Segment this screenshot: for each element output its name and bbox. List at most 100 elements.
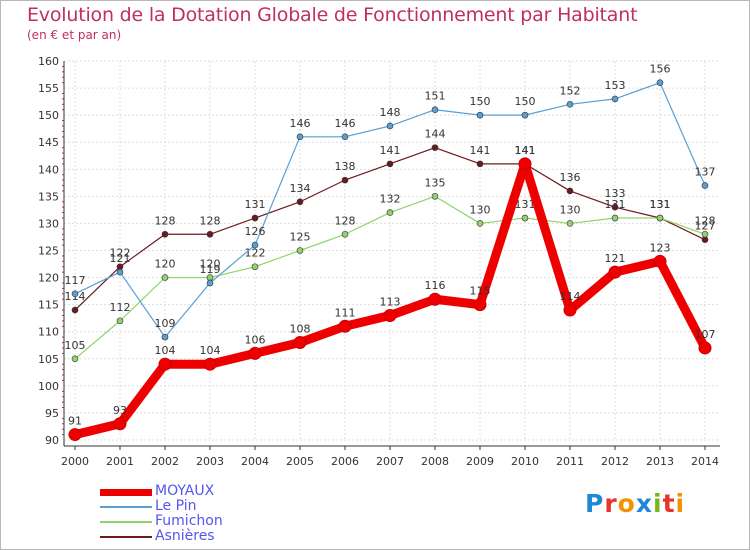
data-point-moyaux xyxy=(653,254,667,268)
data-point-le-pin xyxy=(386,122,394,130)
x-tick-label: 2011 xyxy=(556,455,584,468)
data-point-le-pin xyxy=(251,241,259,249)
y-minor-tick xyxy=(62,65,64,67)
data-label-le-pin: 146 xyxy=(290,117,311,130)
data-point-asnieres xyxy=(611,203,619,211)
y-minor-tick xyxy=(62,239,64,241)
data-point-moyaux xyxy=(428,292,442,306)
data-point-moyaux xyxy=(473,298,487,312)
data-point-moyaux xyxy=(203,357,217,371)
data-label-fumichon: 135 xyxy=(425,176,446,189)
y-minor-tick xyxy=(62,369,64,371)
y-minor-tick xyxy=(62,379,64,381)
data-point-asnieres xyxy=(341,176,349,184)
y-minor-tick xyxy=(62,185,64,187)
data-label-asnieres: 138 xyxy=(335,160,356,173)
data-label-asnieres: 144 xyxy=(425,128,446,141)
data-label-fumichon: 132 xyxy=(380,193,401,206)
y-minor-tick xyxy=(62,255,64,257)
y-minor-tick xyxy=(62,109,64,111)
data-point-le-pin xyxy=(341,133,349,141)
data-point-le-pin xyxy=(116,268,124,276)
x-tick-label: 2009 xyxy=(466,455,494,468)
y-minor-tick xyxy=(62,342,64,344)
data-label-moyaux: 114 xyxy=(560,290,581,303)
data-label-asnieres: 131 xyxy=(650,198,671,211)
legend-label-asnieres: Asnières xyxy=(155,528,215,544)
y-minor-tick xyxy=(62,260,64,262)
data-label-asnieres: 131 xyxy=(245,198,266,211)
x-tick-label: 2010 xyxy=(511,455,539,468)
data-point-asnieres xyxy=(296,198,304,206)
y-minor-tick xyxy=(62,163,64,165)
y-minor-tick xyxy=(62,320,64,322)
y-minor-tick xyxy=(62,152,64,154)
data-label-asnieres: 128 xyxy=(200,214,221,227)
y-minor-tick xyxy=(62,76,64,78)
data-point-le-pin xyxy=(566,101,574,108)
y-minor-tick xyxy=(62,71,64,73)
y-tick-label: 135 xyxy=(38,190,59,203)
y-minor-tick xyxy=(62,206,64,208)
data-label-moyaux: 116 xyxy=(425,279,446,292)
y-tick-label: 145 xyxy=(38,136,59,149)
data-label-le-pin: 119 xyxy=(200,263,221,276)
data-label-moyaux: 113 xyxy=(380,295,401,308)
y-tick-label: 140 xyxy=(38,163,59,176)
data-point-le-pin xyxy=(431,106,439,114)
data-label-le-pin: 151 xyxy=(425,90,446,103)
data-label-moyaux: 108 xyxy=(290,323,311,336)
y-minor-tick xyxy=(62,212,64,214)
data-point-asnieres xyxy=(476,160,484,168)
chart-subtitle: (en € et par an) xyxy=(27,28,122,42)
data-point-asnieres xyxy=(701,236,709,243)
proxiti-logo: Proxiti xyxy=(585,489,685,518)
x-tick-label: 2003 xyxy=(196,455,224,468)
data-label-fumichon: 122 xyxy=(245,247,266,260)
y-minor-tick xyxy=(62,136,64,138)
y-tick-label: 105 xyxy=(38,353,59,366)
x-tick-label: 2012 xyxy=(601,455,629,468)
y-minor-tick xyxy=(62,325,64,327)
data-point-moyaux xyxy=(68,428,82,442)
y-minor-tick xyxy=(62,98,64,100)
data-point-le-pin xyxy=(206,279,214,287)
logo-letter: x xyxy=(635,489,653,518)
data-point-moyaux xyxy=(158,357,172,371)
y-minor-tick xyxy=(62,82,64,84)
data-label-le-pin: 117 xyxy=(65,274,86,287)
data-label-le-pin: 152 xyxy=(560,84,581,97)
data-point-asnieres xyxy=(431,144,439,151)
data-point-fumichon xyxy=(431,193,439,200)
logo-letter: i xyxy=(675,489,686,518)
y-tick-label: 150 xyxy=(38,109,59,122)
y-minor-tick xyxy=(62,298,64,300)
y-tick-label: 120 xyxy=(38,272,59,285)
chart-title: Evolution de la Dotation Globale de Fonc… xyxy=(27,4,638,26)
data-label-asnieres: 122 xyxy=(110,247,131,260)
y-minor-tick xyxy=(62,396,64,398)
y-minor-tick xyxy=(62,201,64,203)
y-tick-label: 125 xyxy=(38,245,59,258)
y-minor-tick xyxy=(62,92,64,94)
data-label-le-pin: 153 xyxy=(605,79,626,92)
legend-swatch-moyaux xyxy=(100,489,152,496)
data-point-moyaux xyxy=(383,308,397,322)
data-label-asnieres: 128 xyxy=(155,214,176,227)
x-tick-label: 2006 xyxy=(331,455,359,468)
data-point-le-pin xyxy=(656,79,664,86)
data-label-fumichon: 130 xyxy=(470,203,491,216)
data-label-moyaux: 121 xyxy=(605,252,626,265)
data-point-moyaux xyxy=(248,346,262,360)
y-minor-tick xyxy=(62,228,64,230)
legend-label-le-pin: Le Pin xyxy=(155,498,197,514)
data-point-fumichon xyxy=(521,214,529,222)
y-minor-tick xyxy=(62,179,64,181)
data-label-le-pin: 121 xyxy=(110,252,131,265)
data-label-le-pin: 156 xyxy=(650,63,671,76)
legend-label-moyaux: MOYAUX xyxy=(155,483,215,499)
data-label-moyaux: 93 xyxy=(113,404,127,417)
data-label-fumichon: 125 xyxy=(290,231,311,244)
data-point-le-pin xyxy=(521,111,529,119)
data-point-fumichon xyxy=(566,220,574,227)
